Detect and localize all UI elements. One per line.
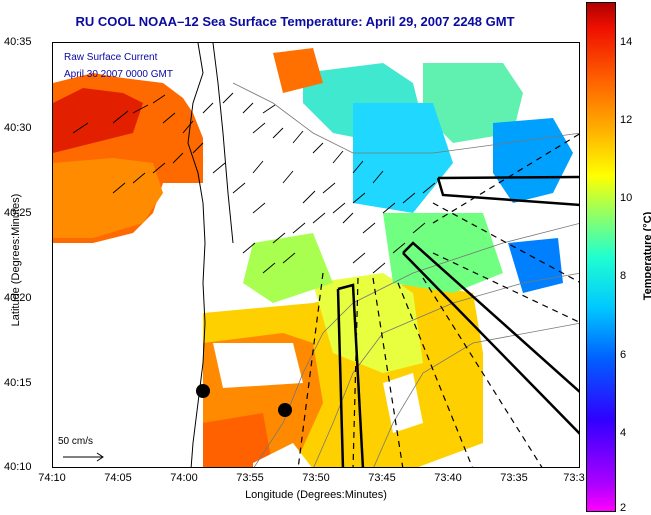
- colorbar-tick: 14: [620, 36, 633, 48]
- x-tick: 74:00: [170, 472, 198, 484]
- x-tick: 73:55: [236, 472, 264, 484]
- station-dot-2: [278, 403, 292, 417]
- sst-map: [53, 43, 579, 467]
- y-tick: 40:35: [4, 36, 32, 48]
- colorbar: [586, 2, 616, 512]
- y-axis-label: Latitude (Degrees:Minutes): [10, 193, 22, 327]
- scale-label: 50 cm/s: [58, 436, 94, 447]
- x-tick: 74:10: [38, 472, 66, 484]
- colorbar-tick: 4: [620, 427, 627, 439]
- legend-line-2: April 30 2007 0000 GMT: [64, 69, 173, 80]
- x-tick: 73:50: [302, 472, 330, 484]
- x-tick: 73:45: [368, 472, 396, 484]
- colorbar-tick: 2: [620, 502, 627, 514]
- sst-patches: [53, 48, 573, 467]
- x-tick: 74:05: [104, 472, 132, 484]
- x-axis-label: Longitude (Degrees:Minutes): [245, 489, 387, 501]
- y-tick: 40:20: [4, 292, 32, 304]
- map-title: RU COOL NOAA–12 Sea Surface Temperature:…: [75, 14, 515, 29]
- x-tick: 73:3: [563, 472, 585, 484]
- colorbar-tick: 6: [620, 349, 627, 361]
- map-plot-area: [52, 42, 580, 468]
- x-tick: 73:35: [500, 472, 528, 484]
- station-dot-1: [196, 384, 210, 398]
- x-tick: 73:40: [434, 472, 462, 484]
- colorbar-tick: 10: [620, 192, 633, 204]
- y-tick: 40:30: [4, 122, 32, 134]
- colorbar-tick: 8: [620, 270, 627, 282]
- colorbar-tick: 12: [620, 114, 633, 126]
- y-tick: 40:15: [4, 377, 32, 389]
- colorbar-label: Temperature (°C): [642, 211, 651, 301]
- y-tick: 40:10: [4, 461, 32, 473]
- legend-line-1: Raw Surface Current: [64, 52, 158, 63]
- y-tick: 40:25: [4, 207, 32, 219]
- current-vectors: [72, 92, 436, 274]
